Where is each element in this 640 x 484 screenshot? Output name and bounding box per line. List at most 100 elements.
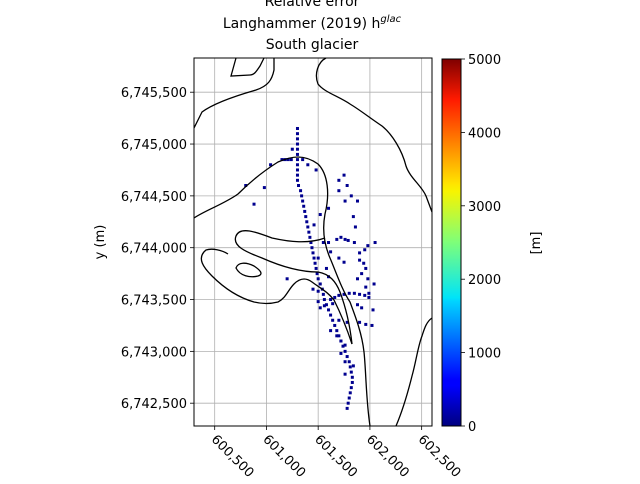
title-line-1: Relative error — [265, 0, 360, 10]
error-cell — [342, 173, 346, 177]
error-cell — [348, 391, 352, 395]
error-cell — [252, 202, 256, 206]
error-cell — [345, 184, 349, 188]
grid-lines — [194, 58, 432, 426]
error-cell — [301, 158, 305, 162]
error-cell — [309, 241, 313, 245]
outline-small-top — [230, 57, 265, 77]
error-cell — [363, 248, 367, 252]
colorbar-tick-label: 2000 — [468, 273, 501, 288]
error-cell — [352, 241, 356, 245]
error-cell — [358, 320, 362, 324]
error-cell — [352, 291, 356, 295]
error-cell — [346, 238, 350, 242]
error-cell — [339, 351, 343, 355]
error-cell — [348, 365, 352, 369]
error-cell — [312, 223, 316, 227]
error-cell — [349, 370, 353, 374]
y-tick-label: 6,745,500 — [121, 86, 187, 101]
outline-main-channel — [193, 156, 371, 427]
colorbar-tick-label: 4000 — [468, 126, 501, 141]
colorbar-tick-label: 1000 — [468, 347, 501, 362]
error-cell — [355, 277, 359, 281]
error-cell — [339, 339, 343, 343]
error-cell — [335, 334, 339, 338]
error-cell — [321, 241, 325, 245]
y-tick-label: 6,743,500 — [121, 294, 187, 309]
error-cell — [299, 189, 303, 193]
error-cell — [337, 318, 341, 322]
x-tick-label: 602,000 — [363, 432, 412, 480]
error-cell — [329, 298, 333, 302]
title-line-2: Langhammer (2019) hglac — [223, 14, 402, 32]
error-cell — [363, 293, 367, 297]
colorbar-ticks: 0 1000 2000 3000 4000 5000 — [461, 53, 501, 435]
error-cell — [353, 225, 357, 229]
error-cell — [360, 272, 364, 276]
error-cell — [350, 380, 354, 384]
error-cell — [295, 152, 299, 156]
error-cell — [350, 375, 354, 379]
error-cell — [358, 251, 362, 255]
x-tick-label: 600,500 — [208, 432, 257, 480]
error-cell — [371, 308, 375, 312]
colorbar-tick-label: 0 — [468, 420, 476, 435]
error-cell — [343, 349, 347, 353]
error-cell — [310, 246, 314, 250]
x-axis: 600,500 601,000 601,500 602,000 602,500 — [208, 426, 464, 481]
error-cell — [289, 158, 293, 162]
x-tick-label: 601,500 — [311, 432, 360, 480]
error-cell — [295, 173, 299, 177]
y-tick-label: 6,743,000 — [121, 345, 187, 360]
error-cell — [347, 396, 351, 400]
error-cell — [364, 322, 368, 326]
error-cell — [300, 194, 304, 198]
outline-small-island — [235, 262, 262, 278]
error-cell — [364, 266, 368, 270]
error-cell — [360, 306, 364, 310]
title-superscript: glac — [380, 14, 401, 25]
error-cell — [295, 126, 299, 130]
error-cell — [314, 266, 318, 270]
y-tick-label: 6,745,000 — [121, 138, 187, 153]
outline-right-arc — [315, 57, 433, 213]
error-cell — [295, 137, 299, 141]
outline-right-lower — [395, 317, 433, 427]
error-cell — [324, 266, 328, 270]
error-cell — [316, 289, 320, 293]
error-cell — [358, 258, 362, 262]
error-cell — [337, 178, 341, 182]
y-axis: 6,742,500 6,743,000 6,743,500 6,744,000 6,74… — [121, 86, 194, 412]
error-cell — [339, 235, 343, 239]
outline-inner-loop — [234, 230, 353, 345]
error-cell — [347, 360, 351, 364]
error-cell — [316, 277, 320, 281]
error-cell — [333, 295, 337, 299]
error-cell — [355, 199, 359, 203]
y-tick-label: 6,742,500 — [121, 397, 187, 412]
error-cell — [335, 237, 339, 241]
error-cell — [295, 132, 299, 136]
error-cell — [329, 313, 333, 317]
error-cell — [366, 277, 370, 281]
error-cell — [315, 272, 319, 276]
colorbar-tick-label: 3000 — [468, 200, 501, 215]
error-cell — [337, 334, 341, 338]
error-cell — [312, 256, 316, 260]
error-cell — [316, 300, 320, 304]
colorbar-label: [m] — [529, 232, 544, 255]
error-cell — [295, 168, 299, 172]
error-cell — [342, 292, 346, 296]
error-cell — [345, 355, 349, 359]
error-cell — [351, 215, 355, 219]
error-cell — [313, 261, 317, 265]
error-cell — [372, 282, 376, 286]
error-cell — [244, 184, 248, 188]
error-cell — [337, 256, 341, 260]
error-cell — [295, 142, 299, 146]
error-cell — [318, 282, 322, 286]
error-cell — [322, 298, 326, 302]
x-tick-label: 602,500 — [415, 432, 464, 480]
